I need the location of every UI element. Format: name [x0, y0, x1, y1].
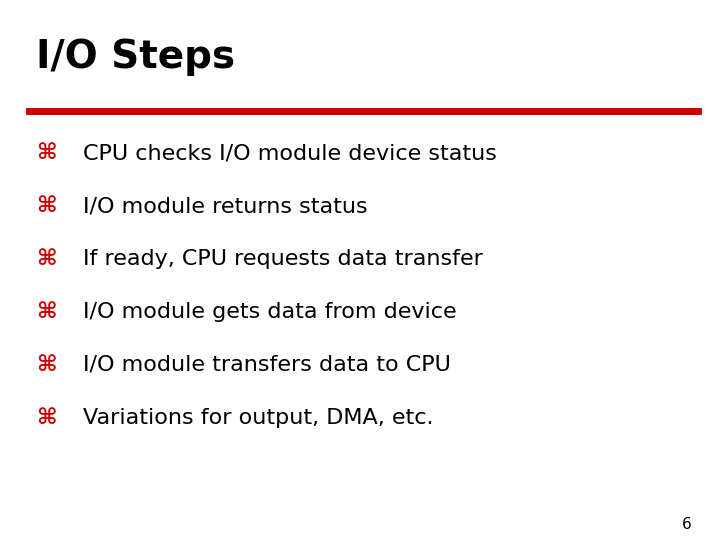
Text: ⌘: ⌘: [36, 249, 57, 269]
Text: ⌘: ⌘: [36, 196, 57, 216]
Text: CPU checks I/O module device status: CPU checks I/O module device status: [83, 143, 497, 163]
Text: ⌘: ⌘: [36, 408, 57, 428]
Text: Variations for output, DMA, etc.: Variations for output, DMA, etc.: [83, 408, 433, 428]
Text: ⌘: ⌘: [36, 143, 57, 163]
Text: 6: 6: [681, 517, 691, 532]
Text: If ready, CPU requests data transfer: If ready, CPU requests data transfer: [83, 249, 482, 269]
Text: I/O module gets data from device: I/O module gets data from device: [83, 302, 456, 322]
Text: I/O module transfers data to CPU: I/O module transfers data to CPU: [83, 355, 451, 375]
Text: ⌘: ⌘: [36, 355, 57, 375]
Text: ⌘: ⌘: [36, 302, 57, 322]
Text: I/O module returns status: I/O module returns status: [83, 196, 367, 216]
Text: I/O Steps: I/O Steps: [36, 38, 235, 76]
